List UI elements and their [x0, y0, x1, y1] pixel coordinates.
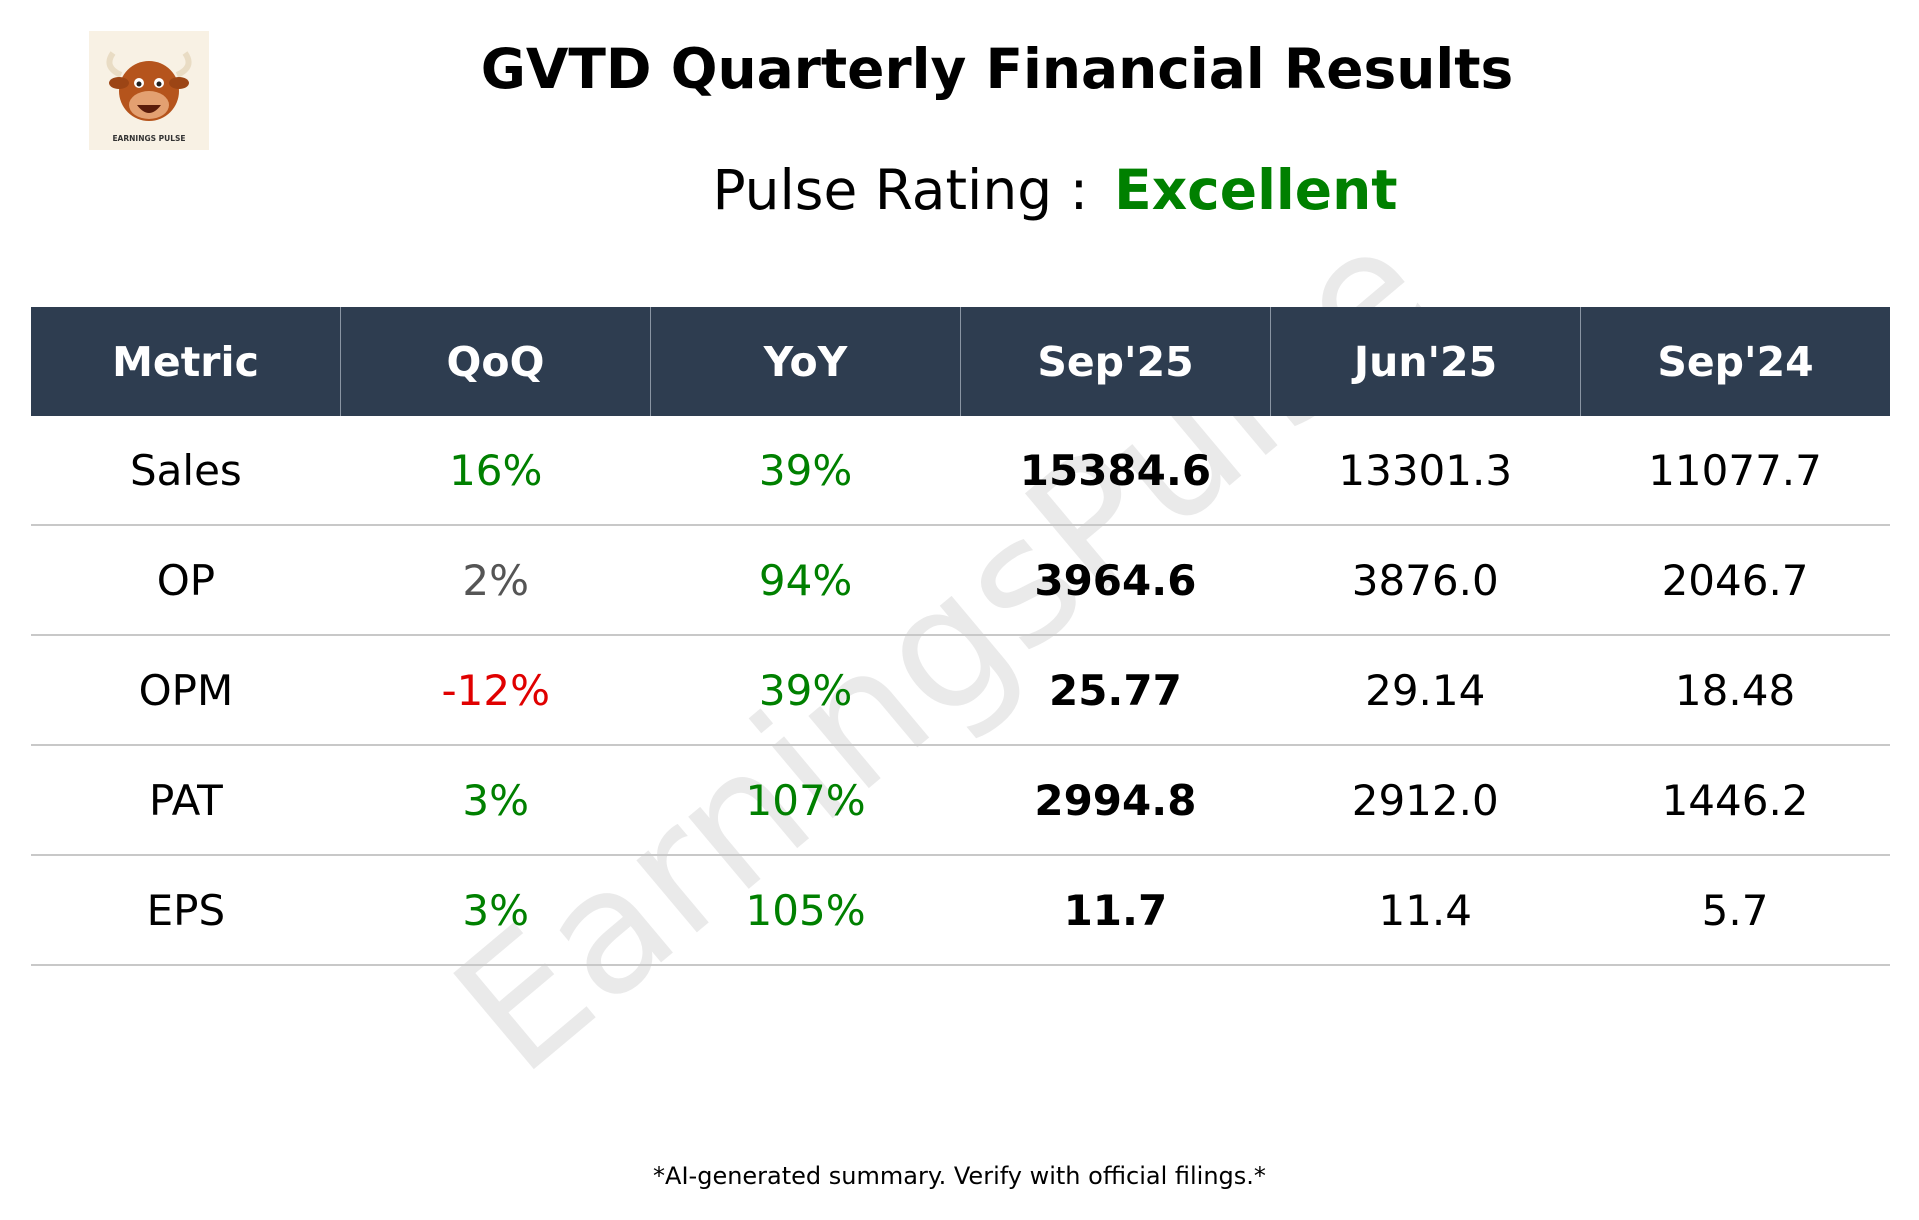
table-cell: 13301.3	[1338, 445, 1513, 495]
rating-value: Excellent	[1114, 158, 1398, 222]
table-cell: 3964.6	[1034, 555, 1197, 605]
header-row: Metric QoQ YoY Sep'25 Jun'25 Sep'24	[31, 307, 1890, 416]
table-cell: 107%	[745, 775, 866, 825]
column-header: Sep'25	[960, 307, 1270, 416]
table-cell: 3%	[462, 885, 530, 935]
table-cell: EPS	[146, 885, 226, 935]
table-row: Sales 16% 39% 15384.6 13301.3 11077.7	[31, 416, 1890, 526]
table-cell: 3%	[462, 775, 530, 825]
table-cell: 5.7	[1701, 885, 1769, 935]
table-cell: 2994.8	[1034, 775, 1197, 825]
table-cell: 2046.7	[1661, 555, 1809, 605]
results-table: Metric QoQ YoY Sep'25 Jun'25 Sep'24 Sales 16% 39…	[31, 307, 1890, 966]
table-row: EPS 3% 105% 11.7 11.4 5.7	[31, 856, 1890, 966]
table-cell: 11.4	[1378, 885, 1472, 935]
rating-label: Pulse Rating :	[712, 158, 1089, 222]
table-cell: 94%	[758, 555, 853, 605]
table-cell: 3876.0	[1351, 555, 1499, 605]
logo: EARNINGS PULSE	[89, 31, 209, 150]
column-header: Metric	[112, 337, 259, 386]
rating: Pulse Rating : Excellent	[0, 155, 1919, 225]
column-header: Sep'24	[1580, 307, 1890, 416]
table-cell: Sales	[130, 445, 242, 495]
table-row: OP 2% 94% 3964.6 3876.0 2046.7	[31, 526, 1890, 636]
table-cell: 18.48	[1674, 665, 1796, 715]
table-cell: 25.77	[1048, 665, 1182, 715]
table-cell: 2912.0	[1351, 775, 1499, 825]
table-cell: 11077.7	[1648, 445, 1822, 495]
table-cell: 29.14	[1365, 665, 1486, 715]
table-row: PAT 3% 107% 2994.8 2912.0 1446.2	[31, 746, 1890, 856]
table-row: OPM -12% 39% 25.77 29.14 18.48	[31, 636, 1890, 746]
table-cell: 39%	[758, 665, 853, 715]
table-cell: 105%	[745, 885, 866, 935]
table-cell: 11.7	[1063, 885, 1168, 935]
table-cell: PAT	[149, 775, 223, 825]
table-cell: 39%	[758, 445, 853, 495]
footer: *AI-generated summary. Verify with offic…	[653, 1162, 1266, 1190]
logo-text: EARNINGS PULSE	[112, 134, 185, 143]
table-cell: 2%	[462, 555, 530, 605]
table-cell: -12%	[441, 665, 550, 715]
table-cell: 15384.6	[1019, 445, 1212, 495]
table-cell: OP	[156, 555, 216, 605]
title: GVTD Quarterly Financial Results	[480, 37, 1514, 101]
table-cell: 16%	[449, 445, 543, 495]
table-cell: 1446.2	[1661, 775, 1809, 825]
column-header: Jun'25	[1270, 307, 1580, 416]
column-header: YoY	[650, 307, 960, 416]
column-header: QoQ	[340, 307, 650, 416]
table-cell: OPM	[138, 665, 234, 715]
